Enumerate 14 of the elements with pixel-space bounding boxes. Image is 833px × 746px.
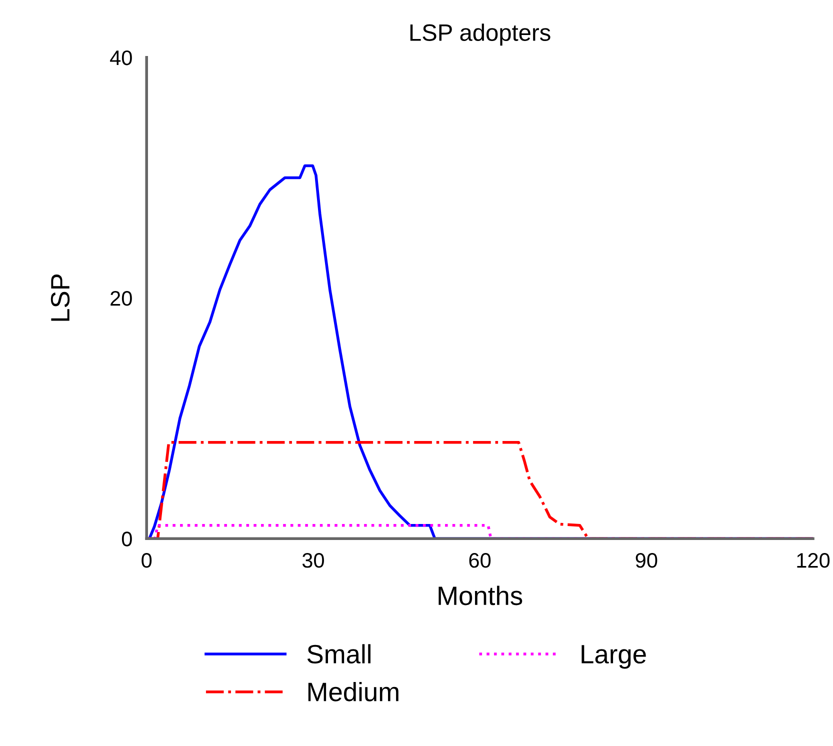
chart-title: LSP adopters <box>410 24 550 46</box>
legend-label: Large <box>582 645 646 669</box>
y-tick-label: 20 <box>110 291 132 306</box>
x-tick-label: 60 <box>469 553 491 568</box>
y-tick-label: 0 <box>122 532 132 546</box>
x-tick-label: 120 <box>797 553 830 568</box>
y-axis-title: LSP <box>50 274 70 321</box>
y-tick-label: 40 <box>110 50 132 66</box>
x-tick-label: 30 <box>302 553 324 568</box>
x-tick-label: 90 <box>636 553 658 568</box>
x-axis-title: Months <box>438 586 522 606</box>
legend-label: Small <box>307 644 370 664</box>
x-tick-label: 0 <box>142 553 152 568</box>
legend-label: Medium <box>308 682 398 702</box>
